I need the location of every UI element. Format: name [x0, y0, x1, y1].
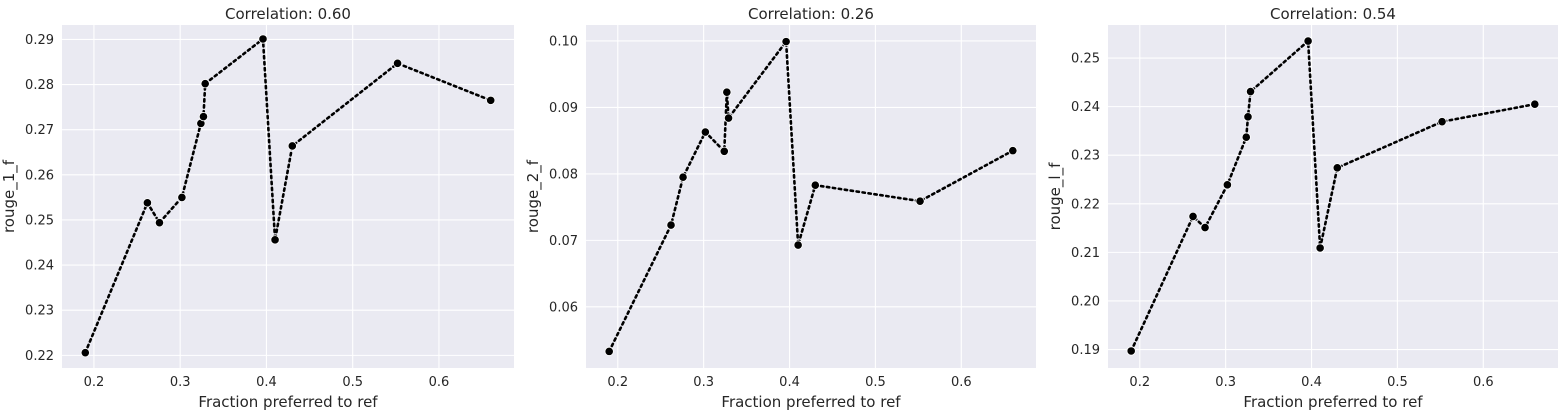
y-axis-label: rouge_1_f	[0, 159, 19, 233]
data-point	[270, 235, 280, 245]
x-tick-label: 0.4	[256, 375, 277, 390]
data-point	[1437, 117, 1447, 127]
x-tick-label: 0.6	[1473, 375, 1494, 390]
data-point	[1126, 346, 1136, 356]
data-point	[1200, 222, 1210, 233]
y-tick-label: 0.20	[1071, 294, 1100, 309]
x-tick-label: 0.4	[779, 375, 800, 390]
subplot-2: 0.2 0.3 0.4 0.5 0.6 0.06 0.07 0.08 0.09 0.10 Corre…	[524, 5, 1036, 411]
y-tick-label: 0.19	[1071, 343, 1100, 358]
data-point	[678, 172, 688, 182]
data-point	[177, 192, 187, 203]
data-point	[1315, 243, 1325, 253]
data-point	[722, 87, 732, 97]
y-axis-label: rouge_2_f	[524, 159, 543, 233]
data-point	[781, 37, 791, 47]
y-tick-label: 0.21	[1071, 246, 1100, 261]
x-tick-label: 0.5	[865, 375, 886, 390]
y-tick-label: 0.27	[25, 123, 54, 138]
x-tick-label: 0.2	[1129, 375, 1150, 390]
y-tick-label: 0.22	[1071, 197, 1100, 212]
y-tick-label: 0.25	[25, 213, 54, 228]
y-tick-label: 0.25	[1071, 52, 1100, 67]
x-axis-label: Fraction preferred to ref	[721, 393, 901, 411]
y-tick-label: 0.22	[25, 349, 54, 364]
x-tick-label: 0.5	[1387, 375, 1408, 390]
y-tick-label: 0.29	[25, 33, 54, 48]
y-tick-label: 0.23	[25, 304, 54, 319]
y-tick-label: 0.23	[1071, 149, 1100, 164]
chart-title: Correlation: 0.26	[748, 5, 874, 23]
data-point	[258, 34, 268, 44]
series-line	[607, 38, 1015, 353]
x-tick-label: 0.2	[84, 375, 105, 390]
data-point	[1241, 132, 1251, 142]
data-point	[1188, 211, 1198, 222]
data-point	[1008, 146, 1018, 156]
data-point	[392, 58, 403, 68]
data-point	[666, 220, 676, 230]
x-tick-label: 0.6	[951, 375, 972, 390]
data-point	[200, 79, 210, 89]
data-point	[287, 141, 297, 151]
y-axis-label: rouge_l_f	[1046, 162, 1065, 230]
data-point	[142, 198, 152, 208]
data-point	[80, 348, 90, 358]
data-point	[1530, 99, 1540, 109]
data-point	[719, 146, 729, 156]
data-point	[723, 113, 734, 123]
x-axis-label: Fraction preferred to ref	[1243, 393, 1423, 411]
plot-area	[62, 25, 514, 368]
chart-title: Correlation: 0.54	[1270, 5, 1396, 23]
data-point	[1245, 86, 1256, 97]
x-tick-label: 0.5	[342, 375, 363, 390]
chart-title: Correlation: 0.60	[225, 5, 351, 23]
x-axis-label: Fraction preferred to ref	[198, 393, 378, 411]
data-point	[154, 218, 165, 228]
x-tick-label: 0.6	[429, 375, 450, 390]
x-tick-label: 0.3	[693, 375, 714, 390]
data-point	[198, 112, 209, 122]
x-tick-label: 0.2	[607, 375, 628, 390]
x-tick-label: 0.3	[170, 375, 191, 390]
data-point	[1332, 163, 1342, 173]
data-point	[793, 240, 803, 250]
y-tick-label: 0.07	[549, 234, 578, 249]
data-point	[1243, 112, 1253, 122]
x-tick-label: 0.4	[1301, 375, 1322, 390]
data-point	[810, 180, 820, 190]
data-point	[604, 346, 614, 356]
y-tick-label: 0.09	[549, 101, 578, 116]
data-point	[486, 95, 496, 105]
y-tick-label: 0.08	[549, 167, 578, 182]
data-point	[700, 127, 710, 137]
y-tick-label: 0.06	[549, 300, 578, 315]
y-tick-label: 0.24	[25, 259, 54, 274]
subplot-3: 0.2 0.3 0.4 0.5 0.6 0.19 0.20 0.21 0.22 0.23 0.24 0…	[1046, 5, 1558, 411]
data-point	[1303, 36, 1313, 46]
y-tick-label: 0.24	[1071, 100, 1100, 115]
y-tick-label: 0.26	[25, 168, 54, 183]
y-tick-label: 0.28	[25, 78, 54, 93]
plot-area	[1108, 25, 1558, 368]
subplot-panels: 0.2 0.3 0.4 0.5 0.6 0.22 0.23 0.24 0.25 0.26 0.27 0…	[0, 5, 1558, 411]
data-point	[915, 196, 925, 206]
subplot-1: 0.2 0.3 0.4 0.5 0.6 0.22 0.23 0.24 0.25 0.26 0.27 0…	[0, 5, 514, 411]
x-tick-label: 0.3	[1215, 375, 1236, 390]
y-tick-label: 0.10	[549, 34, 578, 49]
data-point	[1222, 180, 1232, 190]
